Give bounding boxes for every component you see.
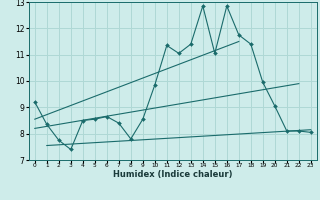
- X-axis label: Humidex (Indice chaleur): Humidex (Indice chaleur): [113, 170, 233, 179]
